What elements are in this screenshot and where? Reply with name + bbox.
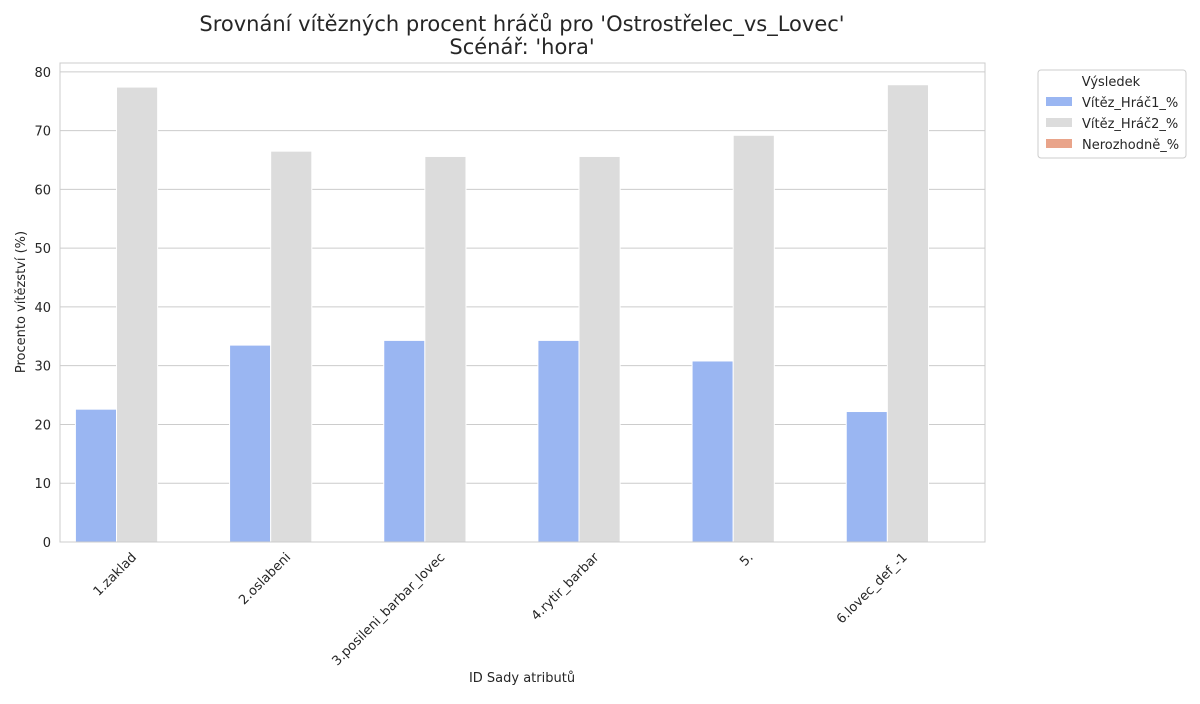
- legend-label: Nerozhodně_%: [1082, 138, 1179, 153]
- bar: [537, 339, 580, 543]
- grid-lines: [60, 71, 985, 543]
- y-tick-label: 20: [34, 418, 51, 433]
- bars: [74, 84, 929, 543]
- legend-label: Vítěz_Hráč2_%: [1082, 117, 1178, 132]
- legend-items: Vítěz_Hráč1_% Vítěz_Hráč2_% Nerozhodně_%: [1046, 96, 1179, 153]
- plot-area-frame: [59, 62, 986, 543]
- y-tick-label: 40: [34, 301, 51, 316]
- bar: [229, 344, 272, 543]
- y-tick-label: 60: [34, 183, 51, 198]
- x-tick-label: 6.lovec_def_-1: [834, 550, 911, 627]
- x-tick-label: 1.zaklad: [91, 550, 140, 599]
- x-axis-label: ID Sady atributů: [469, 671, 575, 686]
- y-tick-label: 50: [34, 242, 51, 257]
- x-tick-labels: 1.zaklad 2.oslabeni 3.posileni_barbar_love…: [91, 550, 911, 669]
- y-tick-labels: 0 10 20 30 40 50 60 70 80: [34, 66, 51, 551]
- bar: [578, 155, 621, 543]
- legend: Výsledek Vítěz_Hráč1_% Vítěz_Hráč2_% Neroz…: [1037, 69, 1187, 159]
- bar: [424, 155, 467, 543]
- x-tick-label: 5.: [737, 550, 756, 569]
- bar: [691, 360, 734, 543]
- x-tick-label: 3.posileni_barbar_lovec: [329, 550, 448, 669]
- legend-title: Výsledek: [1082, 75, 1141, 90]
- chart-title: Srovnání vítězných procent hráčů pro 'Os…: [199, 12, 844, 37]
- y-tick-label: 10: [34, 477, 51, 492]
- bar: [732, 134, 775, 543]
- y-axis-label: Procento vítězství (%): [14, 231, 29, 373]
- x-tick-label: 4.rytir_barbar: [529, 550, 603, 624]
- y-tick-label: 0: [43, 536, 51, 551]
- bar: [383, 339, 426, 543]
- legend-swatch: [1046, 97, 1072, 106]
- bar: [845, 411, 888, 543]
- bar: [886, 84, 929, 543]
- y-tick-label: 80: [34, 66, 51, 81]
- chart-subtitle: Scénář: 'hora': [449, 35, 594, 59]
- y-tick-label: 70: [34, 125, 51, 140]
- bar: [74, 408, 118, 543]
- y-tick-label: 30: [34, 360, 51, 375]
- legend-frame: [1037, 69, 1187, 159]
- x-tick-label: 2.oslabeni: [236, 550, 294, 608]
- legend-label: Vítěz_Hráč1_%: [1082, 96, 1178, 111]
- bar: [270, 150, 313, 543]
- bar: [116, 86, 159, 543]
- legend-swatch: [1046, 118, 1072, 127]
- legend-swatch: [1046, 139, 1072, 148]
